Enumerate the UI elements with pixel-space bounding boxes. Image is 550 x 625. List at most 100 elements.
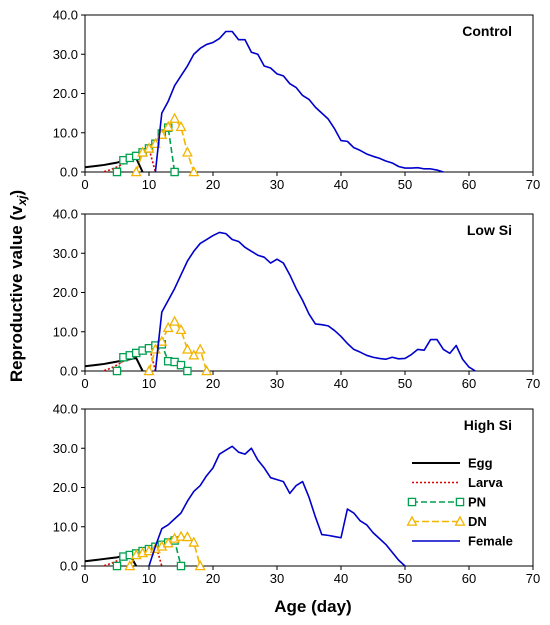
data-point-dn <box>188 166 200 177</box>
legend: Egg Larva PN DN Female <box>406 456 513 549</box>
legend-marker <box>454 515 466 526</box>
data-point-dn <box>143 365 155 376</box>
x-tick-label: 10 <box>142 571 156 586</box>
series-dn <box>130 112 200 177</box>
legend-marker <box>455 497 465 507</box>
data-point-dn <box>188 349 200 360</box>
y-tick-label: 0.0 <box>60 559 78 574</box>
x-tick-label: 60 <box>462 177 476 192</box>
x-tick-label: 50 <box>398 177 412 192</box>
x-tick-label: 30 <box>270 376 284 391</box>
series-line-female <box>148 445 406 567</box>
x-tick-label: 10 <box>142 177 156 192</box>
data-point-dn <box>156 335 168 346</box>
x-tick-label: 60 <box>462 571 476 586</box>
y-tick-label: 20.0 <box>53 480 78 495</box>
y-tick-label: 0.0 <box>60 165 78 180</box>
x-tick-label: 40 <box>334 571 348 586</box>
y-tick-label: 40.0 <box>53 402 78 417</box>
x-tick-label: 30 <box>270 177 284 192</box>
data-point-dn <box>201 365 213 376</box>
legend-marker <box>406 515 418 526</box>
y-axis-title-close: ) <box>7 190 26 196</box>
data-point-dn <box>181 146 193 157</box>
data-point-pn <box>183 366 192 376</box>
x-tick-label: 20 <box>206 571 220 586</box>
y-tick-label: 20.0 <box>53 86 78 101</box>
panel-title: High Si <box>464 417 512 433</box>
y-tick-label: 0.0 <box>60 364 78 379</box>
panels-layer: 0 10 20 30 40 50 60 70 0.0 10.0 20.0 30.0 40.0 Contro… <box>53 8 541 587</box>
x-tick-label: 0 <box>81 177 88 192</box>
y-tick-label: 40.0 <box>53 207 78 222</box>
data-point-dn <box>162 321 174 333</box>
data-point-pn <box>170 167 179 177</box>
data-point-dn <box>194 343 206 354</box>
y-axis-title-main: Reproductive value (v <box>7 205 26 382</box>
x-tick-label: 70 <box>526 376 540 391</box>
panel-title: Low Si <box>467 222 512 238</box>
panel-title: Control <box>462 23 512 39</box>
x-tick-label: 40 <box>334 376 348 391</box>
data-point-dn <box>130 166 142 177</box>
legend-item-pn: PN <box>407 495 486 510</box>
data-point-dn <box>162 120 174 132</box>
x-tick-label: 50 <box>398 571 412 586</box>
legend-item-female: Female <box>412 534 513 549</box>
x-tick-label: 0 <box>81 571 88 586</box>
data-point-dn <box>181 343 193 354</box>
y-tick-label: 30.0 <box>53 47 78 62</box>
series-dn <box>143 315 213 376</box>
data-point-dn <box>181 530 193 542</box>
y-tick-label: 30.0 <box>53 441 78 456</box>
x-tick-label: 40 <box>334 177 348 192</box>
data-point-dn <box>175 323 187 335</box>
legend-item-egg: Egg <box>412 456 493 471</box>
legend-item-larva: Larva <box>412 475 503 490</box>
data-point-pn <box>112 167 122 177</box>
legend-label: Larva <box>468 475 503 490</box>
panel-high-si: 0 10 20 30 40 50 60 70 0.0 10.0 20.0 30.0 40.0 High S… <box>53 402 541 587</box>
x-tick-label: 70 <box>526 177 540 192</box>
x-tick-label: 30 <box>270 571 284 586</box>
legend-label: DN <box>468 514 487 529</box>
legend-marker <box>407 497 417 507</box>
series-female <box>154 30 444 173</box>
data-point-dn <box>188 536 200 547</box>
data-point-pn <box>112 561 122 571</box>
x-tick-label: 70 <box>526 571 540 586</box>
data-point-dn <box>175 530 187 541</box>
y-tick-label: 10.0 <box>53 519 78 534</box>
data-point-dn <box>169 315 181 326</box>
data-point-pn <box>112 366 122 376</box>
data-point-dn <box>194 560 206 571</box>
series-line-female <box>154 30 444 173</box>
y-tick-label: 40.0 <box>53 8 78 23</box>
y-tick-label: 30.0 <box>53 246 78 261</box>
y-tick-label: 20.0 <box>53 285 78 300</box>
y-tick-label: 10.0 <box>53 125 78 140</box>
series-female <box>148 445 406 567</box>
x-tick-label: 50 <box>398 376 412 391</box>
legend-label: Egg <box>468 456 493 471</box>
x-tick-label: 20 <box>206 177 220 192</box>
data-point-dn <box>169 112 181 123</box>
y-tick-label: 10.0 <box>53 324 78 339</box>
series-female <box>154 231 476 372</box>
x-tick-label: 60 <box>462 376 476 391</box>
series-pn <box>112 340 192 376</box>
y-axis-title: Reproductive value (vxj) <box>7 190 29 382</box>
panel-control: 0 10 20 30 40 50 60 70 0.0 10.0 20.0 30.0 40.0 Contro… <box>53 8 541 193</box>
data-point-pn <box>176 360 186 370</box>
legend-label: PN <box>468 495 486 510</box>
data-point-dn <box>124 560 136 571</box>
y-axis-title-subscript: xj <box>15 195 29 207</box>
x-tick-label: 20 <box>206 376 220 391</box>
data-point-pn <box>176 561 186 571</box>
x-axis-title: Age (day) <box>274 597 351 616</box>
legend-item-dn: DN <box>406 514 487 529</box>
x-tick-label: 10 <box>142 376 156 391</box>
panel-low-si: 0 10 20 30 40 50 60 70 0.0 10.0 20.0 30.0 40.0 Low Si <box>53 207 541 392</box>
legend-label: Female <box>468 534 513 549</box>
